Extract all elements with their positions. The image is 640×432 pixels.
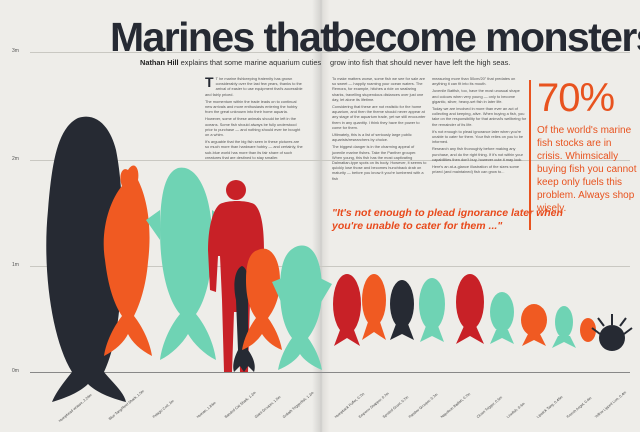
stat-text: Of the world's marine fish stocks are in… — [537, 125, 637, 214]
mint-fish-silhouette-5 — [552, 306, 576, 348]
headline-right: become monsters — [330, 14, 640, 60]
stat-divider — [529, 80, 531, 230]
navy-fish-silhouette-2 — [591, 314, 633, 351]
scale-line-0m — [30, 372, 630, 373]
mint-fish-silhouette-3 — [419, 278, 445, 342]
body-paragraph: However, some of these animals should be… — [205, 116, 301, 138]
standfirst-right: grow into fish that should never have le… — [330, 58, 511, 67]
body-paragraph: To make matters worse, some fish we see … — [332, 76, 425, 102]
scale-label-3m: 3m — [12, 48, 19, 54]
body-paragraph: Ultimately, this is a list of seriously … — [332, 132, 412, 143]
body-paragraph: Here's an at-a-glance illustration of th… — [432, 164, 520, 175]
mint-fish-silhouette-4 — [490, 292, 514, 344]
orange-fish-silhouette-5 — [580, 318, 596, 342]
navy-fish-silhouette-1 — [390, 280, 414, 340]
humphead-wrasse-silhouette — [46, 116, 126, 402]
mint-fish-silhouette-1 — [146, 167, 228, 360]
body-paragraph: Juvenile Batfish, too, have the most unu… — [432, 88, 520, 104]
body-paragraph: Research any fish thoroughly before maki… — [432, 146, 523, 162]
standfirst-left-text: explains that some marine aquarium cutie… — [180, 58, 322, 67]
red-fish-silhouette-1 — [333, 274, 361, 346]
scale-line-1m — [30, 266, 630, 267]
body-paragraph: The biggest danger is in the charming ap… — [332, 144, 427, 181]
drop-cap: T — [205, 74, 214, 90]
body-paragraph: Today we are involved in more than ever … — [432, 106, 527, 127]
page-gutter — [312, 0, 330, 432]
headline-left: Marines that — [110, 14, 334, 60]
scale-label-0m: 0m — [12, 368, 19, 374]
banded-shark-silhouette — [233, 266, 255, 372]
body-paragraph: The momentum within the trade leads on t… — [205, 98, 298, 115]
mint-fish-silhouette-2 — [272, 245, 332, 370]
orange-fish-silhouette-4 — [521, 304, 547, 346]
body-paragraph: It's not enough to plead ignorance later… — [432, 128, 524, 145]
stat-number: 70% — [537, 76, 615, 120]
scale-label-1m: 1m — [12, 262, 19, 268]
orange-fish-silhouette-1 — [103, 165, 152, 356]
standfirst-left: Nathan Hill explains that some marine aq… — [140, 58, 321, 67]
scale-line-3m — [30, 52, 630, 53]
body-paragraph: measuring more than 50cm/20" that predat… — [432, 76, 516, 87]
orange-fish-silhouette-3 — [362, 274, 386, 340]
scale-line-2m — [30, 160, 630, 161]
body-column-3: measuring more than 50cm/20" that predat… — [432, 76, 527, 176]
body-paragraph: It's arguable that the big fish seen in … — [205, 139, 303, 160]
pull-quote: "It's not enough to plead ignorance late… — [332, 207, 563, 232]
red-fish-silhouette-2 — [456, 274, 484, 344]
body-column-2: To make matters worse, some fish we see … — [332, 76, 427, 183]
author-name: Nathan Hill — [140, 58, 179, 67]
scale-label-2m: 2m — [12, 156, 19, 162]
orange-fish-silhouette-2 — [242, 248, 282, 350]
body-paragraph: Considering that these are not realistic… — [332, 104, 426, 130]
